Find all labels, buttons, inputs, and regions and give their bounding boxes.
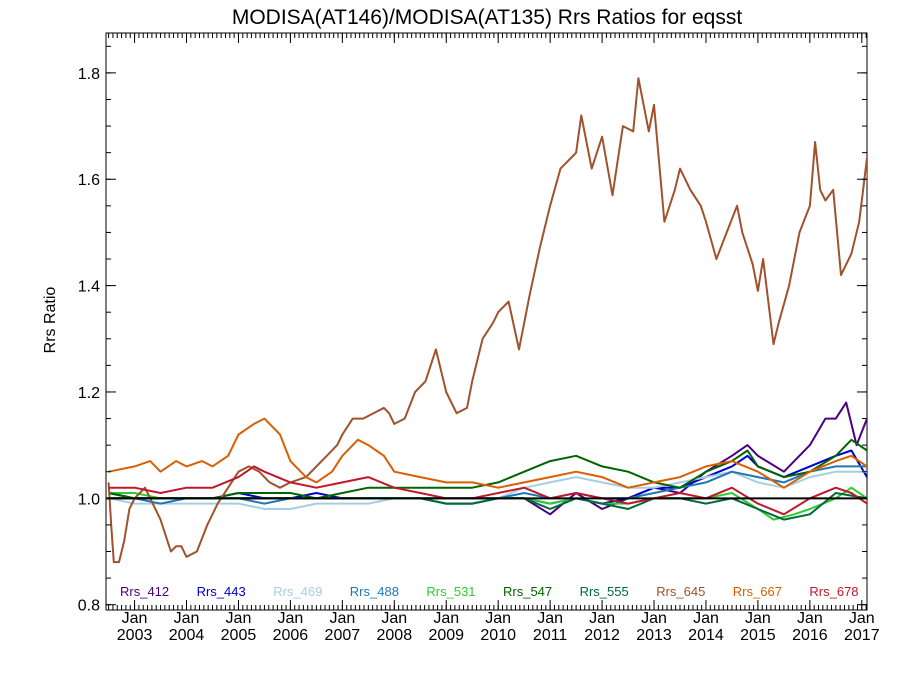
x-tick-label-month: Jan [381,610,407,627]
x-tick-label-month: Jan [797,610,823,627]
y-tick-label: 1.0 [78,491,100,508]
x-tick-label-month: Jan [174,610,200,627]
x-tick-label-month: Jan [226,610,252,627]
legend-entry-rrs-531: Rrs_531 [426,584,475,599]
x-tick-label-year: 2005 [221,627,257,644]
x-tick-label-year: 2015 [740,627,776,644]
series-line-rrs-547 [108,438,867,500]
y-tick-label: 1.8 [78,66,100,83]
x-tick-label-month: Jan [745,610,771,627]
y-axis-label: Rrs Ratio [42,287,59,354]
legend-entry-rrs-488: Rrs_488 [350,584,399,599]
y-tick-label: 0.8 [78,598,100,615]
legend-entry-rrs-645: Rrs_645 [656,584,705,599]
legend-entry-rrs-547: Rrs_547 [503,584,552,599]
x-tick-label-month: Jan [641,610,667,627]
legend-entry-rrs-412: Rrs_412 [120,584,169,599]
legend-entry-rrs-469: Rrs_469 [273,584,322,599]
series-line-rrs-645 [107,77,867,564]
x-tick-label-year: 2009 [428,627,464,644]
x-tick-label-year: 2014 [688,627,724,644]
x-tick-label-year: 2003 [117,627,153,644]
x-tick-label-year: 2010 [480,627,516,644]
series-line-rrs-469 [108,470,867,510]
x-tick-label-year: 2008 [377,627,413,644]
x-tick-label-month: Jan [589,610,615,627]
y-tick-label: 1.2 [78,385,100,402]
series-group [107,77,867,564]
x-tick-label-month: Jan [485,610,511,627]
ticks-group: 0.81.01.21.41.61.8Jan2003Jan2004Jan2005J… [78,33,880,644]
y-tick-label: 1.6 [78,172,100,189]
legend-entry-rrs-555: Rrs_555 [580,584,629,599]
legend-entry-rrs-678: Rrs_678 [809,584,858,599]
legend-entry-rrs-443: Rrs_443 [197,584,246,599]
x-tick-label-month: Jan [122,610,148,627]
x-tick-label-year: 2011 [533,627,568,644]
series-line-rrs-667 [108,417,867,489]
x-tick-label-month: Jan [693,610,719,627]
plot-frame [105,32,868,611]
x-tick-label-month: Jan [537,610,563,627]
plot-area: 0.81.01.21.41.61.8Jan2003Jan2004Jan2005J… [78,32,880,644]
x-tick-label-year: 2004 [169,627,205,644]
x-tick-label-year: 2017 [844,627,880,644]
legend: Rrs_412 Rrs_443 Rrs_469 Rrs_488 Rrs_531 Rrs_5… [120,584,859,599]
x-tick-label-year: 2016 [792,627,828,644]
legend-entry-rrs-667: Rrs_667 [733,584,782,599]
series-line-rrs-678 [108,465,867,516]
chart-title: MODISA(AT146)/MODISA(AT135) Rrs Ratios f… [232,6,743,29]
x-tick-label-year: 2013 [636,627,672,644]
x-tick-label-year: 2007 [325,627,361,644]
x-tick-label-month: Jan [278,610,304,627]
x-tick-label-month: Jan [849,610,875,627]
x-tick-label-month: Jan [433,610,459,627]
y-tick-label: 1.4 [78,279,100,296]
x-tick-label-year: 2006 [273,627,309,644]
x-tick-label-month: Jan [329,610,355,627]
x-tick-label-year: 2012 [584,627,620,644]
